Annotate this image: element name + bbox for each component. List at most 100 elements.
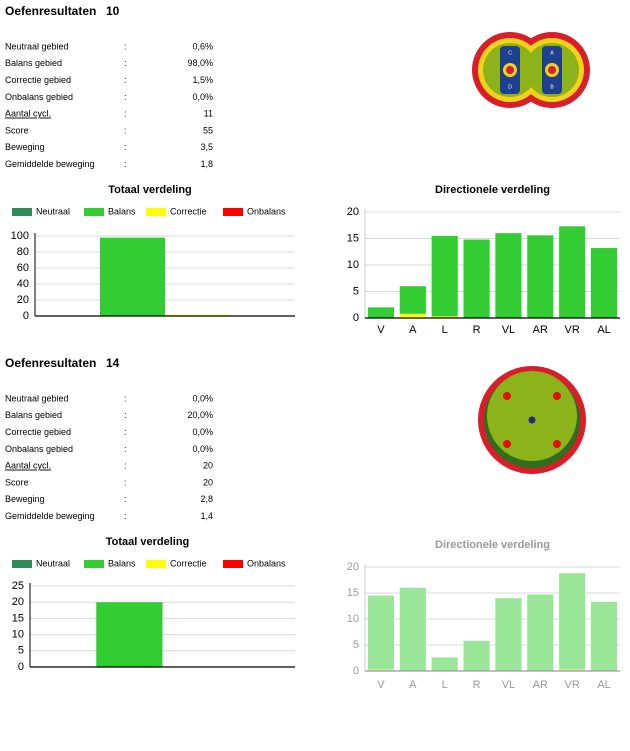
legend-swatch (146, 208, 166, 216)
section-number: 14 (106, 356, 120, 370)
stat-separator: : (124, 511, 127, 521)
chart-title: Totaal verdeling (108, 184, 192, 196)
platform-icon (478, 366, 586, 474)
stat-value: 1,5% (192, 75, 213, 85)
x-tick-label: R (473, 679, 481, 691)
x-tick-label: A (409, 324, 417, 336)
stat-value: 20,0% (187, 410, 213, 420)
stat-label: Score (5, 125, 29, 135)
x-tick-label: V (377, 324, 385, 336)
stat-separator: : (124, 494, 127, 504)
icon-label: A (550, 50, 554, 56)
y-tick-label: 0 (18, 661, 24, 673)
x-tick-label: AR (533, 679, 548, 691)
x-tick-label: VR (565, 679, 580, 691)
bar-segment (495, 233, 522, 318)
legend-label: Onbalans (247, 206, 286, 216)
balance-icon (472, 32, 590, 108)
stat-label: Score (5, 477, 29, 487)
stat-label: Onbalans gebied (5, 92, 73, 102)
y-tick-label: 20 (17, 294, 29, 306)
stat-value: 98,0% (187, 58, 213, 68)
bar-segment (463, 239, 490, 318)
stat-label: Balans gebied (5, 410, 62, 420)
chart-title: Totaal verdeling (106, 536, 190, 548)
stat-separator: : (124, 58, 127, 68)
stat-separator: : (124, 41, 127, 51)
bar (100, 237, 165, 316)
stat-label: Correctie gebied (5, 75, 71, 85)
stat-separator: : (124, 444, 127, 454)
stat-label: Aantal cycl. (5, 109, 51, 119)
y-tick-label: 60 (17, 262, 29, 274)
icon-label: D (508, 84, 512, 90)
chart-title: Directionele verdeling (435, 184, 550, 196)
y-tick-label: 0 (353, 312, 359, 324)
stat-label: Gemiddelde beweging (5, 511, 95, 521)
bar-segment (431, 235, 458, 317)
x-tick-label: VL (502, 324, 515, 336)
stat-value: 0,0% (192, 92, 213, 102)
y-tick-label: 10 (347, 259, 359, 271)
bar-segment (495, 598, 522, 671)
legend-swatch (223, 560, 243, 568)
section-number: 10 (106, 4, 120, 18)
bar-segment (367, 669, 395, 671)
y-tick-label: 20 (347, 206, 359, 218)
x-tick-label: R (473, 324, 481, 336)
bar-segment (399, 286, 426, 314)
stat-value: 1,8 (200, 159, 213, 169)
legend-swatch (223, 208, 243, 216)
y-tick-label: 10 (347, 613, 359, 625)
legend-swatch (12, 560, 32, 568)
legend-label: Correctie (170, 558, 207, 568)
x-tick-label: VR (565, 324, 580, 336)
legend-swatch (146, 560, 166, 568)
stat-value: 55 (203, 125, 213, 135)
bar-segment (367, 307, 395, 318)
stat-label: Balans gebied (5, 58, 62, 68)
stat-separator: : (124, 159, 127, 169)
y-tick-label: 20 (12, 596, 24, 608)
stat-value: 0,0% (192, 427, 213, 437)
y-tick-label: 0 (353, 665, 359, 677)
y-tick-label: 5 (18, 645, 24, 657)
stat-separator: : (124, 142, 127, 152)
stat-label: Aantal cycl. (5, 461, 51, 471)
stat-label: Correctie gebied (5, 427, 71, 437)
y-tick-label: 5 (353, 285, 359, 297)
legend-label: Neutraal (36, 206, 70, 216)
stat-separator: : (124, 92, 127, 102)
y-tick-label: 15 (347, 232, 359, 244)
bar-segment (590, 248, 618, 318)
stat-separator: : (124, 109, 127, 119)
y-tick-label: 15 (12, 612, 24, 624)
x-tick-label: L (442, 324, 448, 336)
stat-separator: : (124, 410, 127, 420)
stat-value: 1,4 (200, 511, 213, 521)
section-title: Oefenresultaten (5, 4, 96, 18)
icon-label: B (550, 84, 554, 90)
chart-title: Directionele verdeling (435, 539, 550, 551)
stat-label: Beweging (5, 142, 45, 152)
bar-segment (431, 316, 458, 318)
bar-segment (590, 601, 618, 671)
stat-value: 0,6% (192, 41, 213, 51)
bar-segment (431, 657, 458, 671)
stat-value: 3,5 (200, 142, 213, 152)
bar (96, 602, 163, 667)
legend-swatch (12, 208, 32, 216)
y-tick-label: 40 (17, 278, 29, 290)
stat-label: Neutraal gebied (5, 393, 69, 403)
stat-value: 11 (204, 109, 213, 119)
legend-label: Neutraal (36, 558, 70, 568)
stat-label: Beweging (5, 494, 45, 504)
stat-separator: : (124, 461, 127, 471)
stat-label: Gemiddelde beweging (5, 159, 95, 169)
x-tick-label: VL (502, 679, 515, 691)
stat-separator: : (124, 75, 127, 85)
stat-value: 20 (203, 477, 213, 487)
x-tick-label: AR (533, 324, 548, 336)
stat-separator: : (124, 125, 127, 135)
x-tick-label: AL (597, 324, 610, 336)
